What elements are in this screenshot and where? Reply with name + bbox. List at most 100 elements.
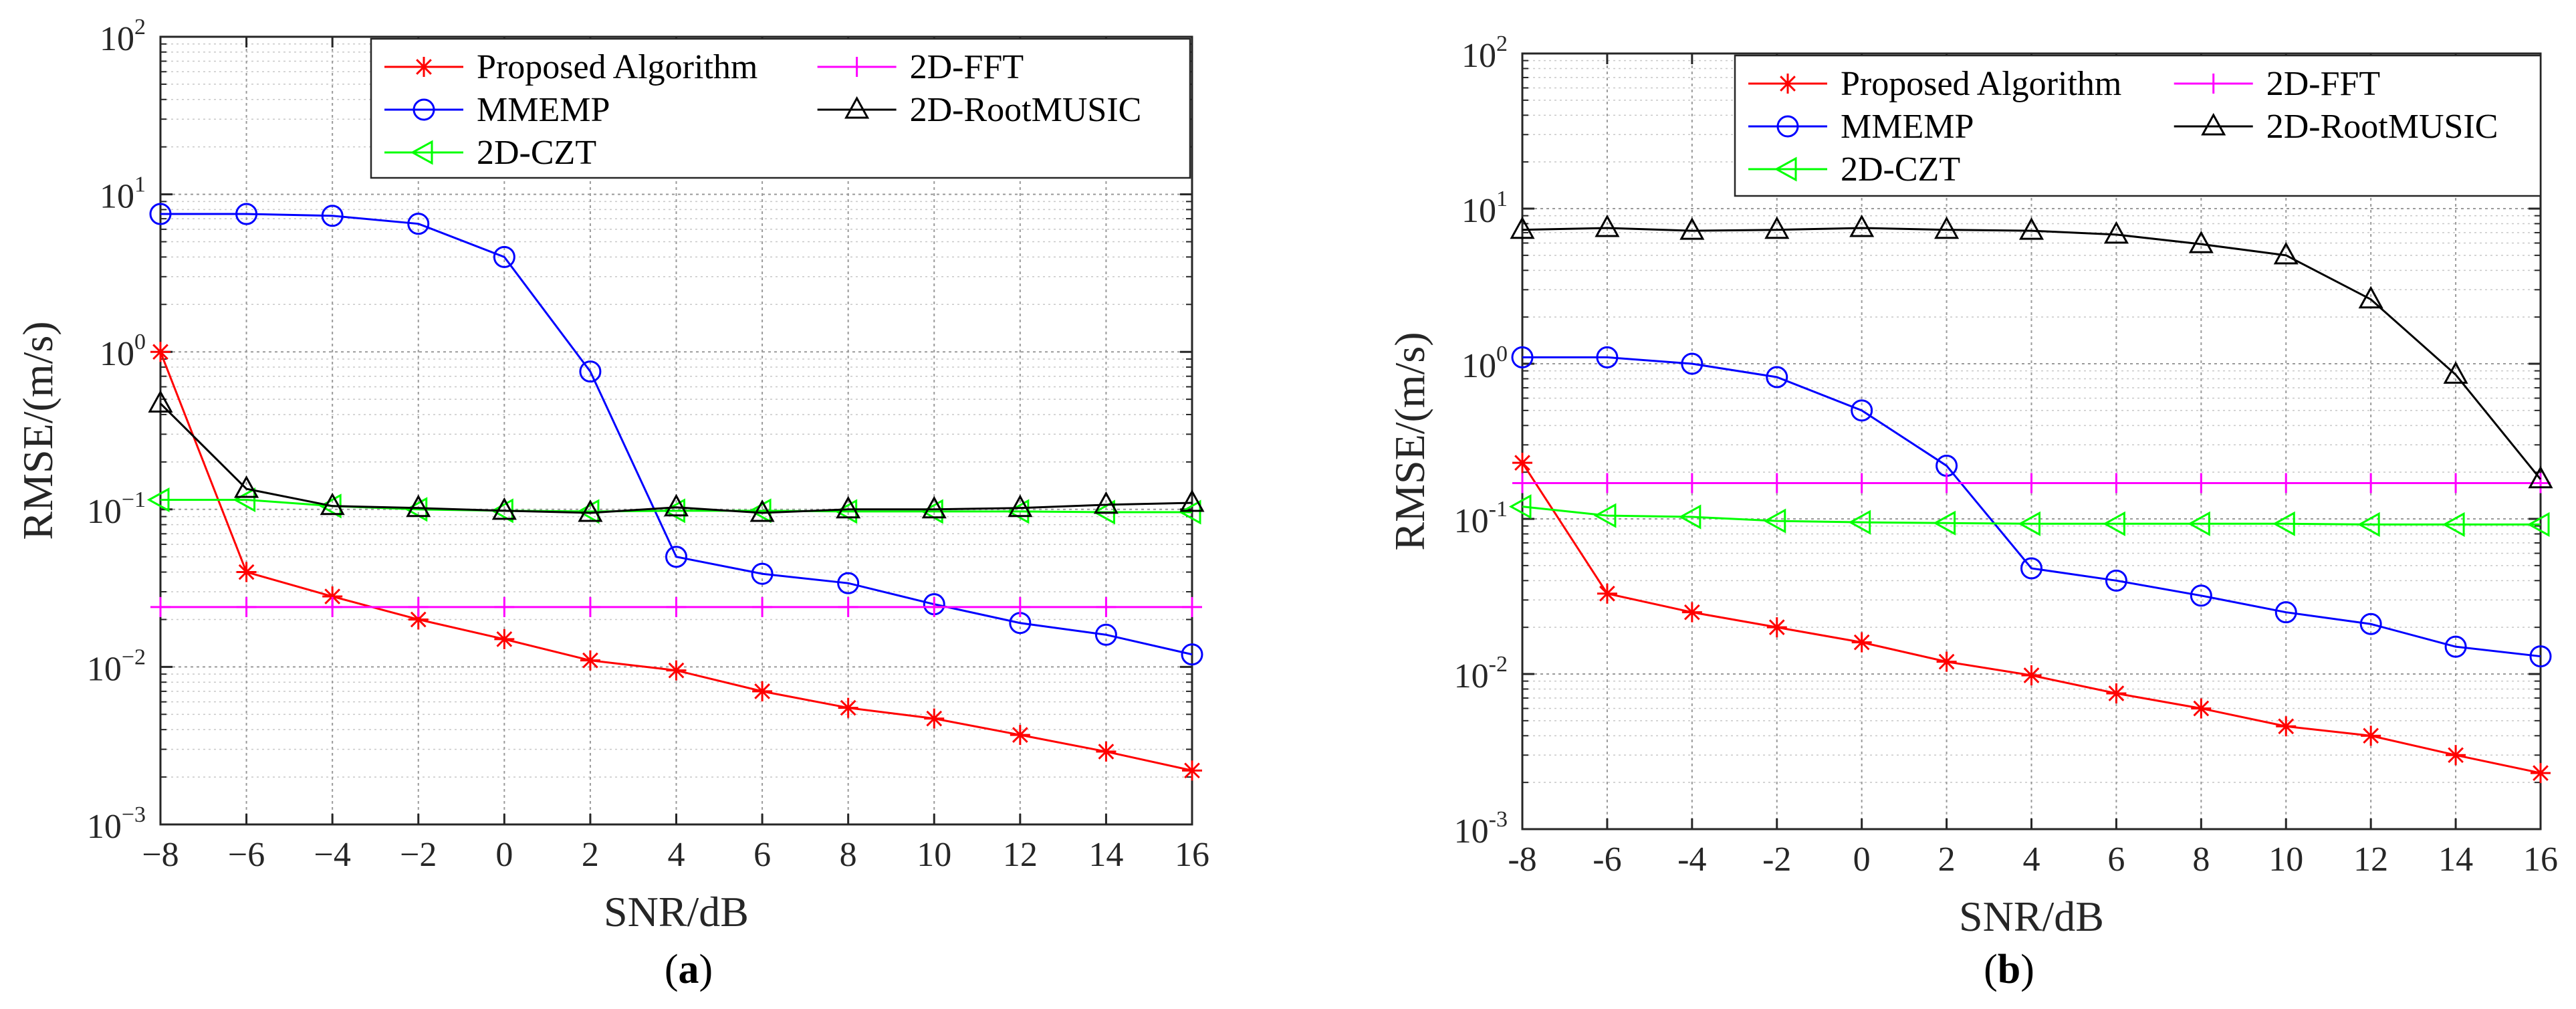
data-point: [2361, 473, 2381, 493]
series-2d-fft: [150, 596, 1202, 617]
data-point: [236, 596, 257, 617]
legend-item: 2D-RootMUSIC: [2174, 108, 2498, 146]
data-point: [491, 497, 517, 520]
data-point: [2528, 465, 2553, 489]
data-point: [2442, 512, 2465, 537]
data-point: [2103, 221, 2129, 244]
legend-marker: [1774, 156, 1797, 182]
chart-a: −8 −6 −4 −2 0 2 4 6 8 10 12 14 16 10−3 10−2 10−1 100 101 1…: [14, 15, 1209, 992]
data-point: [2021, 665, 2042, 686]
legend-marker: [413, 98, 435, 121]
y-tick-label: 10−1: [87, 487, 146, 531]
data-point: [1512, 453, 1532, 473]
data-point: [2443, 361, 2468, 384]
series-proposed-algorithm: [150, 342, 1202, 781]
data-point: [2188, 511, 2210, 536]
legend-box: [1734, 54, 2542, 197]
x-tick-label: −6: [228, 836, 265, 874]
series-line: [159, 403, 1193, 514]
data-point: [1681, 352, 1704, 375]
series-line: [1522, 506, 2541, 526]
data-point: [2021, 473, 2042, 493]
data-point: [2191, 473, 2212, 493]
data-point: [749, 499, 775, 522]
y-tick-label: 102: [100, 15, 146, 58]
data-point: [1093, 491, 1119, 514]
legend-label: 2D-FFT: [2266, 65, 2380, 103]
data-point: [2018, 217, 2044, 240]
data-point: [2020, 557, 2042, 580]
series-2d-rootmusic: [1510, 214, 2553, 489]
data-point: [149, 203, 172, 225]
data-point: [666, 660, 687, 681]
data-point: [407, 213, 430, 235]
y-tick-label: 101: [1461, 187, 1508, 230]
data-point: [663, 493, 689, 517]
y-axis-label: RMSE/(m/s): [1386, 332, 1433, 550]
data-point: [1096, 596, 1117, 617]
data-point: [2190, 584, 2212, 607]
data-point: [150, 596, 170, 617]
data-point: [236, 562, 257, 582]
data-point: [322, 596, 343, 617]
data-point: [494, 596, 515, 617]
legend-item: 2D-FFT: [817, 48, 1024, 86]
x-tick-label: -2: [1762, 840, 1791, 879]
x-tick-label: −8: [142, 836, 179, 874]
data-point: [2358, 286, 2383, 309]
x-tick-label: 0: [495, 836, 513, 874]
data-point: [1182, 596, 1202, 617]
series-line: [1522, 227, 2542, 480]
data-point: [665, 546, 687, 568]
data-point: [2272, 511, 2295, 536]
legend-item: MMEMP: [1748, 108, 1974, 146]
data-point: [2359, 612, 2382, 635]
x-tick-label: 12: [2353, 840, 2388, 879]
data-point: [578, 499, 603, 522]
data-point: [146, 487, 170, 513]
x-tick-label: 2: [1938, 840, 1956, 879]
series-line: [160, 213, 1193, 656]
data-point: [579, 360, 602, 383]
data-point: [921, 495, 947, 519]
data-point: [493, 245, 515, 268]
legend-label: 2D-RootMUSIC: [2266, 108, 2498, 146]
x-tick-label: -6: [1593, 840, 1621, 879]
y-tick-label: 102: [1461, 31, 1508, 75]
panel-caption: (b): [1984, 947, 2034, 992]
y-tick-label: 10-1: [1454, 497, 1508, 540]
x-tick-label: 6: [753, 836, 771, 874]
data-point: [2531, 763, 2551, 784]
data-point: [1178, 499, 1201, 525]
legend-label: 2D-CZT: [477, 134, 596, 172]
data-point: [1596, 346, 1619, 368]
data-point: [1934, 216, 1960, 239]
data-point: [1094, 623, 1117, 646]
data-point: [1933, 510, 1956, 536]
data-point: [836, 495, 861, 519]
legend-item: 2D-CZT: [1748, 150, 1960, 189]
data-point: [2188, 231, 2214, 253]
x-tick-label: 0: [1853, 840, 1871, 879]
data-point: [2106, 473, 2127, 493]
data-point: [1182, 760, 1202, 781]
data-point: [752, 681, 773, 701]
x-tick-label: 16: [2523, 840, 2558, 879]
data-point: [2274, 601, 2297, 624]
data-point: [2103, 511, 2125, 536]
x-axis-label: SNR/dB: [1959, 893, 2104, 940]
x-tick-label: 10: [917, 836, 951, 874]
data-point: [1508, 494, 1532, 520]
data-point: [322, 586, 343, 607]
data-point: [751, 562, 774, 585]
legend-marker: [846, 57, 867, 77]
data-point: [1512, 473, 1532, 493]
x-tick-label: 8: [840, 836, 857, 874]
legend-label: 2D-CZT: [1841, 150, 1960, 189]
data-point: [752, 596, 773, 617]
series-line: [1522, 356, 2541, 658]
legend-item: Proposed Algorithm: [384, 48, 757, 86]
x-tick-label: 2: [582, 836, 599, 874]
data-point: [1851, 473, 1872, 493]
